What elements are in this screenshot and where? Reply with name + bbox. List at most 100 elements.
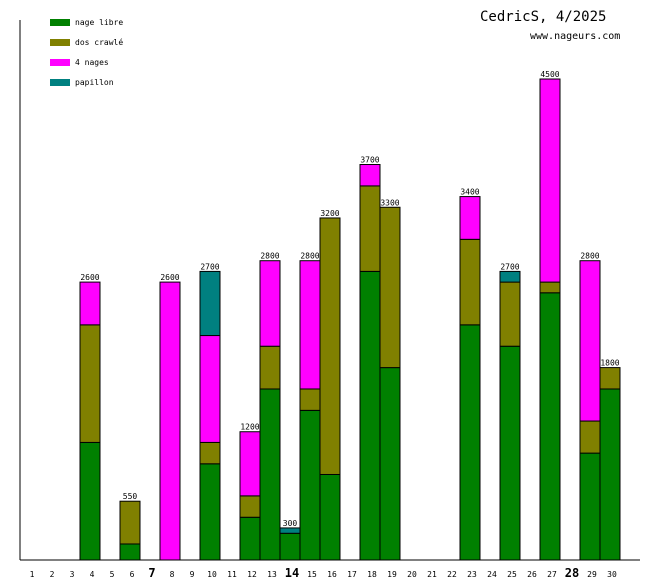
bar-segment-4-nages: [259, 260, 281, 347]
bar-segment-4-nages: [359, 164, 381, 187]
bar-segment-dos-crawlé: [539, 281, 561, 294]
bar-segment-dos-crawlé: [359, 185, 381, 272]
x-tick-label: 28: [565, 566, 579, 580]
x-tick-label: 30: [607, 570, 617, 579]
legend-item: dos crawlé: [50, 38, 123, 47]
legend-swatch: [50, 79, 70, 86]
bar-segment-nage-libre: [279, 532, 301, 561]
x-tick-label: 13: [267, 570, 277, 579]
x-tick-label: 5: [110, 570, 115, 579]
bar-segment-4-nages: [159, 281, 181, 561]
legend-swatch: [50, 19, 70, 26]
bar-segment-dos-crawlé: [599, 367, 621, 390]
x-tick-label: 8: [170, 570, 175, 579]
bar-total-label: 3400: [460, 188, 479, 197]
bar-segment-dos-crawlé: [299, 388, 321, 411]
x-tick-label: 26: [527, 570, 537, 579]
bar-segment-nage-libre: [579, 452, 601, 561]
bar-segment-dos-crawlé: [239, 495, 261, 518]
legend-label: papillon: [75, 78, 114, 87]
bar-segment-dos-crawlé: [119, 500, 141, 545]
x-tick-label: 15: [307, 570, 317, 579]
bar-segment-nage-libre: [379, 367, 401, 561]
x-tick-label: 16: [327, 570, 337, 579]
bar-total-label: 2700: [200, 262, 219, 271]
x-tick-label: 29: [587, 570, 597, 579]
bar-segment-4-nages: [539, 78, 561, 283]
bar-segment-dos-crawlé: [579, 420, 601, 454]
bar-segment-4-nages: [299, 260, 321, 390]
legend-label: 4 nages: [75, 58, 109, 67]
bar-total-label: 4500: [540, 70, 559, 79]
bar-total-label: 300: [283, 519, 298, 528]
bar-segment-nage-libre: [239, 516, 261, 561]
bar-segment-nage-libre: [319, 473, 341, 561]
bar-segment-4-nages: [459, 196, 481, 240]
bar-total-label: 2800: [260, 252, 279, 261]
bar-segment-nage-libre: [539, 292, 561, 561]
x-tick-label: 1: [30, 570, 35, 579]
x-tick-label: 2: [50, 570, 55, 579]
bar-segment-4-nages: [239, 431, 261, 497]
bar-segment-dos-crawlé: [459, 238, 481, 326]
bar-segment-dos-crawlé: [379, 206, 401, 369]
bar-total-label: 2700: [500, 262, 519, 271]
bar-segment-nage-libre: [459, 324, 481, 561]
bar-total-label: 2800: [580, 252, 599, 261]
x-tick-label: 6: [130, 570, 135, 579]
x-tick-label: 3: [70, 570, 75, 579]
x-tick-label: 25: [507, 570, 517, 579]
bar-total-label: 2600: [80, 273, 99, 282]
x-tick-label: 7: [148, 566, 155, 580]
bar-segment-nage-libre: [79, 441, 101, 561]
x-tick-label: 4: [90, 570, 95, 579]
legend-label: dos crawlé: [75, 38, 124, 47]
legend-swatch: [50, 39, 70, 46]
bar-total-label: 550: [123, 492, 138, 501]
legend-label: nage libre: [75, 18, 124, 27]
bar-total-label: 2600: [160, 273, 179, 282]
bar-segment-dos-crawlé: [319, 217, 341, 475]
bar-segment-papillon: [279, 527, 301, 534]
x-tick-label: 24: [487, 570, 497, 579]
bar-total-label: 3300: [380, 198, 399, 207]
bar-total-label: 3700: [360, 156, 379, 165]
bar-segment-nage-libre: [599, 388, 621, 561]
bar-segment-nage-libre: [119, 543, 141, 561]
bar-segment-dos-crawlé: [499, 281, 521, 347]
x-tick-label: 21: [427, 570, 437, 579]
bar-segment-nage-libre: [359, 270, 381, 561]
bar-total-label: 2800: [300, 252, 319, 261]
bar-segment-papillon: [499, 270, 521, 283]
bar-segment-4-nages: [579, 260, 601, 422]
bar-segment-nage-libre: [499, 345, 521, 561]
bar-segment-dos-crawlé: [199, 441, 221, 465]
legend-swatch: [50, 59, 70, 66]
bar-total-label: 1200: [240, 423, 259, 432]
legend-item: nage libre: [50, 18, 123, 27]
bar-segment-nage-libre: [199, 463, 221, 561]
x-tick-label: 20: [407, 570, 417, 579]
bar-total-label: 1800: [600, 359, 619, 368]
x-tick-label: 14: [285, 566, 299, 580]
x-tick-label: 27: [547, 570, 557, 579]
x-tick-label: 12: [247, 570, 257, 579]
x-tick-label: 17: [347, 570, 357, 579]
bar-segment-dos-crawlé: [79, 324, 101, 443]
bar-segment-4-nages: [199, 335, 221, 443]
x-tick-label: 22: [447, 570, 457, 579]
chart-title: CedricS, 4/2025: [480, 9, 607, 25]
x-tick-label: 23: [467, 570, 477, 579]
legend-item: 4 nages: [50, 58, 109, 67]
x-tick-label: 18: [367, 570, 377, 579]
bar-segment-dos-crawlé: [259, 345, 281, 390]
bar-segment-nage-libre: [299, 409, 321, 561]
x-tick-label: 9: [190, 570, 195, 579]
bar-total-label: 3200: [320, 209, 339, 218]
bar-segment-4-nages: [79, 281, 101, 326]
x-tick-label: 19: [387, 570, 397, 579]
x-tick-label: 11: [227, 570, 237, 579]
x-tick-label: 10: [207, 570, 217, 579]
bar-segment-papillon: [199, 270, 221, 337]
